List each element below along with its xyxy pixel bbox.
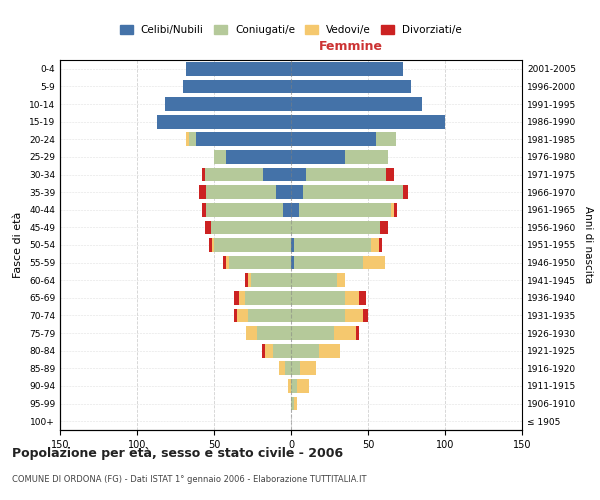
Bar bbox=[190, 132, 196, 146]
Bar bbox=[234, 291, 239, 304]
Bar bbox=[291, 150, 345, 164]
Bar bbox=[386, 168, 394, 181]
Bar bbox=[157, 115, 291, 128]
Bar bbox=[391, 203, 394, 216]
Bar bbox=[291, 115, 445, 128]
Bar bbox=[226, 150, 291, 164]
Legend: Celibi/Nubili, Coniugati/e, Vedovi/e, Divorziati/e: Celibi/Nubili, Coniugati/e, Vedovi/e, Di… bbox=[116, 21, 466, 40]
Bar bbox=[234, 308, 237, 322]
Bar bbox=[300, 362, 316, 375]
Bar bbox=[364, 308, 368, 322]
Bar bbox=[337, 274, 345, 287]
Bar bbox=[226, 256, 229, 270]
Bar bbox=[205, 220, 211, 234]
Bar bbox=[291, 168, 307, 181]
Bar bbox=[209, 238, 212, 252]
Bar bbox=[334, 326, 356, 340]
Bar bbox=[371, 238, 379, 252]
Bar bbox=[307, 168, 386, 181]
Bar bbox=[291, 80, 411, 94]
Bar bbox=[199, 186, 206, 199]
Bar bbox=[237, 308, 248, 322]
Bar bbox=[291, 62, 403, 76]
Bar bbox=[291, 344, 319, 358]
Bar bbox=[186, 62, 291, 76]
Bar bbox=[202, 203, 206, 216]
Bar bbox=[247, 326, 257, 340]
Bar bbox=[291, 396, 294, 410]
Bar bbox=[278, 362, 285, 375]
Bar bbox=[285, 362, 291, 375]
Bar bbox=[262, 344, 265, 358]
Bar bbox=[214, 150, 226, 164]
Bar bbox=[257, 326, 291, 340]
Bar bbox=[304, 186, 403, 199]
Bar bbox=[294, 238, 371, 252]
Bar bbox=[288, 379, 291, 393]
Bar bbox=[291, 132, 376, 146]
Bar bbox=[291, 256, 294, 270]
Bar bbox=[183, 80, 291, 94]
Bar bbox=[394, 203, 397, 216]
Bar bbox=[211, 220, 291, 234]
Bar bbox=[319, 344, 340, 358]
Bar bbox=[263, 168, 291, 181]
Bar bbox=[380, 220, 388, 234]
Bar bbox=[345, 150, 388, 164]
Bar bbox=[248, 274, 251, 287]
Bar bbox=[206, 203, 283, 216]
Bar bbox=[291, 186, 304, 199]
Bar bbox=[229, 256, 291, 270]
Bar bbox=[291, 220, 380, 234]
Bar bbox=[294, 256, 364, 270]
Bar bbox=[186, 132, 190, 146]
Bar bbox=[291, 274, 337, 287]
Bar bbox=[291, 379, 297, 393]
Bar bbox=[248, 308, 291, 322]
Text: Femmine: Femmine bbox=[319, 40, 383, 52]
Text: Popolazione per età, sesso e stato civile - 2006: Popolazione per età, sesso e stato civil… bbox=[12, 448, 343, 460]
Bar bbox=[356, 326, 359, 340]
Bar bbox=[403, 186, 408, 199]
Bar bbox=[291, 97, 422, 111]
Bar bbox=[212, 238, 214, 252]
Bar bbox=[214, 238, 291, 252]
Bar bbox=[223, 256, 226, 270]
Bar bbox=[291, 203, 299, 216]
Bar bbox=[165, 97, 291, 111]
Bar bbox=[205, 168, 263, 181]
Bar bbox=[291, 291, 345, 304]
Bar bbox=[379, 238, 382, 252]
Bar bbox=[291, 308, 345, 322]
Y-axis label: Anni di nascita: Anni di nascita bbox=[583, 206, 593, 284]
Bar bbox=[206, 186, 275, 199]
Bar bbox=[291, 326, 334, 340]
Bar bbox=[283, 203, 291, 216]
Bar bbox=[364, 256, 385, 270]
Bar bbox=[291, 362, 300, 375]
Bar bbox=[299, 203, 391, 216]
Bar bbox=[294, 396, 297, 410]
Bar bbox=[245, 291, 291, 304]
Y-axis label: Fasce di età: Fasce di età bbox=[13, 212, 23, 278]
Bar bbox=[251, 274, 291, 287]
Bar bbox=[202, 168, 205, 181]
Bar bbox=[345, 308, 364, 322]
Bar bbox=[265, 344, 272, 358]
Bar bbox=[291, 238, 294, 252]
Bar bbox=[359, 291, 367, 304]
Bar bbox=[272, 344, 291, 358]
Bar bbox=[245, 274, 248, 287]
Bar bbox=[196, 132, 291, 146]
Bar bbox=[297, 379, 310, 393]
Bar bbox=[345, 291, 359, 304]
Bar bbox=[275, 186, 291, 199]
Bar bbox=[239, 291, 245, 304]
Bar bbox=[376, 132, 396, 146]
Text: COMUNE DI ORDONA (FG) - Dati ISTAT 1° gennaio 2006 - Elaborazione TUTTITALIA.IT: COMUNE DI ORDONA (FG) - Dati ISTAT 1° ge… bbox=[12, 476, 367, 484]
